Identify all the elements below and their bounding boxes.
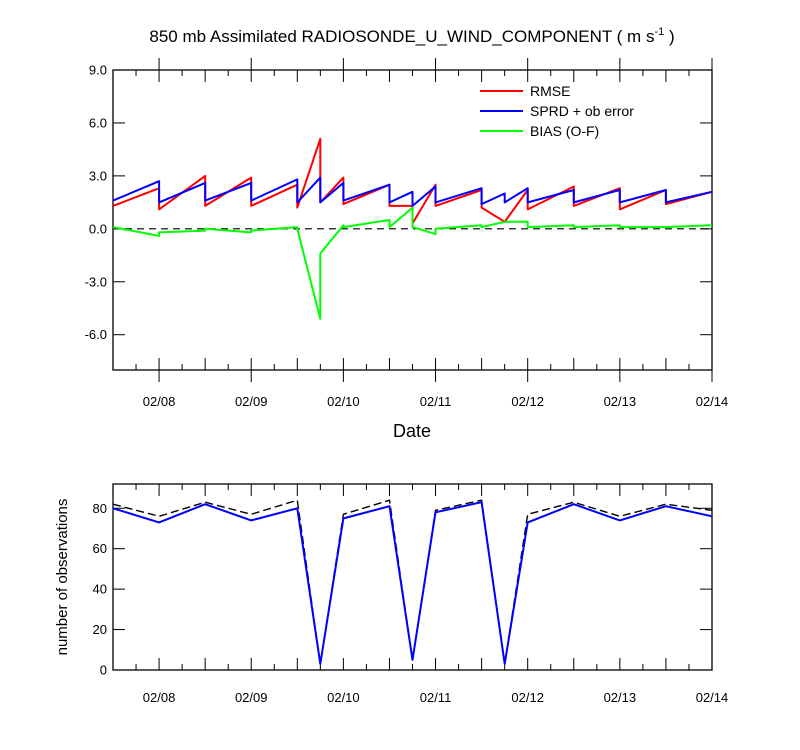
panel-bottom-xtick-label: 02/11 [420, 690, 452, 705]
panel-bottom-frame [112, 483, 713, 671]
panel-top-ytick-label: -6.0 [85, 327, 107, 342]
series-line-sprd-ob-error [112, 176, 713, 207]
panel-bottom-ytick-label: 40 [93, 582, 107, 597]
panel-top-ytick-label: 9.0 [89, 63, 107, 78]
panel-top-ytick-label: 0.0 [89, 221, 107, 236]
chart-title-superscript: -1 [654, 26, 664, 38]
panel-bottom-ytick-label: 60 [93, 541, 107, 556]
panel-top-xtick-label: 02/14 [696, 394, 729, 409]
panel-bottom-ytick-label: 20 [93, 622, 107, 637]
panel-bottom-xtick-label: 02/13 [604, 690, 637, 705]
panel-top-xtick-label: 02/09 [235, 394, 268, 409]
panel-top-xtick-label: 02/10 [327, 394, 360, 409]
chart-title-main: 850 mb Assimilated RADIOSONDE_U_WIND_COM… [149, 27, 654, 46]
legend-label-0: RMSE [530, 83, 570, 99]
panel-top-ytick-label: 6.0 [89, 115, 107, 130]
panel-bottom-xtick-label: 02/08 [143, 690, 176, 705]
chart-title: 850 mb Assimilated RADIOSONDE_U_WIND_COM… [149, 26, 674, 46]
panel-top-ytick-label: 3.0 [89, 168, 107, 183]
chart-legend: RMSE SPRD + ob error BIAS (O-F) [480, 83, 634, 139]
panel-bottom-xtick-label: 02/14 [696, 690, 729, 705]
top-x-axis-label: Date [393, 421, 431, 441]
series-line-bias-o-f [112, 206, 713, 320]
legend-label-1: SPRD + ob error [530, 103, 634, 119]
bottom-y-axis-label: number of observations [54, 499, 71, 656]
panel-bottom-ytick-label: 0 [100, 663, 107, 678]
top-panel: -6.0 -3.0 0.0 3.0 6.0 9.0 02/08 02/09 02/10 02/11… [85, 58, 729, 409]
panel-top-xtick-label: 02/11 [420, 394, 452, 409]
chart-title-end: ) [664, 27, 674, 46]
panel-top-xtick-label: 02/13 [604, 394, 637, 409]
panel-top-ytick-label: -3.0 [85, 274, 107, 289]
panel-bottom-xtick-label: 02/09 [235, 690, 268, 705]
series-line-used [112, 501, 713, 665]
panel-top-xtick-label: 02/08 [143, 394, 176, 409]
series-line-possible [112, 499, 713, 665]
panel-top-xtick-label: 02/12 [511, 394, 544, 409]
bottom-panel: 0 20 40 60 80 02/08 02/09 02/10 02/11 02/12 02/13 0… [93, 483, 729, 705]
panel-bottom-xtick-label: 02/12 [511, 690, 544, 705]
legend-label-2: BIAS (O-F) [530, 123, 599, 139]
panel-bottom-ytick-label: 80 [93, 501, 107, 516]
panel-bottom-xtick-label: 02/10 [327, 690, 360, 705]
